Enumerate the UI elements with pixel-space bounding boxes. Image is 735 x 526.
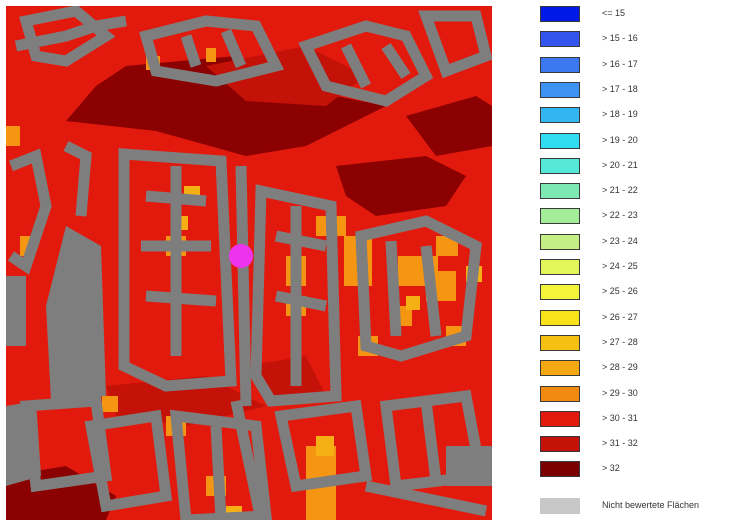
- legend-swatch: [540, 107, 580, 124]
- legend-item: > 17 - 18: [540, 81, 735, 100]
- legend-item: > 19 - 20: [540, 132, 735, 151]
- legend-item: <= 15: [540, 6, 735, 24]
- legend-swatch: [540, 81, 580, 98]
- legend-item: > 23 - 24: [540, 233, 735, 252]
- legend-item: > 22 - 23: [540, 208, 735, 226]
- legend-label: > 20 - 21: [602, 159, 638, 170]
- legend-swatch: [540, 284, 580, 301]
- legend-swatch: [540, 498, 580, 514]
- legend-item: > 28 - 29: [540, 360, 735, 378]
- gray-areas: [6, 226, 492, 486]
- legend-label: > 29 - 30: [602, 387, 638, 398]
- legend: <= 15 > 15 - 16 > 16 - 17 > 17 - 18 > 18 - 1…: [540, 6, 735, 520]
- legend-label: > 18 - 19: [602, 109, 638, 120]
- legend-label: > 22 - 23: [602, 210, 638, 221]
- legend-label: > 21 - 22: [602, 185, 638, 196]
- legend-label: > 16 - 17: [602, 58, 638, 69]
- legend-label: > 28 - 29: [602, 362, 638, 373]
- legend-item: > 30 - 31: [540, 410, 735, 429]
- legend-item: > 27 - 28: [540, 334, 735, 353]
- legend-item: > 16 - 17: [540, 56, 735, 75]
- legend-swatch: [540, 360, 580, 377]
- legend-item: > 20 - 21: [540, 157, 735, 176]
- legend-label: > 31 - 32: [602, 438, 638, 449]
- legend-item-not-rated: Nicht bewertete Flächen: [540, 498, 735, 516]
- legend-swatch: [540, 6, 580, 22]
- legend-item: > 31 - 32: [540, 436, 735, 454]
- legend-swatch: [540, 56, 580, 73]
- legend-item: > 18 - 19: [540, 107, 735, 125]
- legend-item: > 25 - 26: [540, 284, 735, 302]
- legend-label: > 19 - 20: [602, 134, 638, 145]
- legend-swatch: [540, 309, 580, 326]
- legend-label: > 24 - 25: [602, 261, 638, 271]
- legend-item: > 26 - 27: [540, 309, 735, 328]
- legend-label: <= 15: [602, 8, 626, 18]
- legend-item: > 21 - 22: [540, 183, 735, 201]
- legend-swatch: [540, 157, 580, 174]
- legend-label: > 32: [602, 463, 620, 474]
- legend-swatch: [540, 208, 580, 225]
- legend-item: > 24 - 25: [540, 259, 735, 277]
- legend-swatch: [540, 233, 580, 250]
- map-canvas: [6, 6, 492, 520]
- legend-swatch: [540, 385, 580, 402]
- legend-label: > 30 - 31: [602, 412, 638, 423]
- legend-label: > 25 - 26: [602, 286, 638, 297]
- legend-label: > 17 - 18: [602, 83, 638, 94]
- legend-swatch: [540, 410, 580, 427]
- legend-swatch: [540, 259, 580, 275]
- legend-item: > 15 - 16: [540, 31, 735, 49]
- location-marker[interactable]: [229, 244, 253, 268]
- legend-label: > 15 - 16: [602, 33, 638, 44]
- legend-item: > 29 - 30: [540, 385, 735, 404]
- legend-label: > 23 - 24: [602, 235, 638, 246]
- legend-swatch: [540, 31, 580, 48]
- legend-swatch: [540, 461, 580, 478]
- legend-swatch: [540, 132, 580, 149]
- legend-item: > 32: [540, 461, 735, 479]
- legend-label: > 26 - 27: [602, 311, 638, 322]
- legend-swatch: [540, 183, 580, 200]
- temperature-map[interactable]: [6, 6, 492, 520]
- legend-label: > 27 - 28: [602, 336, 638, 347]
- legend-swatch: [540, 334, 580, 351]
- legend-label: Nicht bewertete Flächen: [602, 500, 700, 510]
- legend-swatch: [540, 436, 580, 453]
